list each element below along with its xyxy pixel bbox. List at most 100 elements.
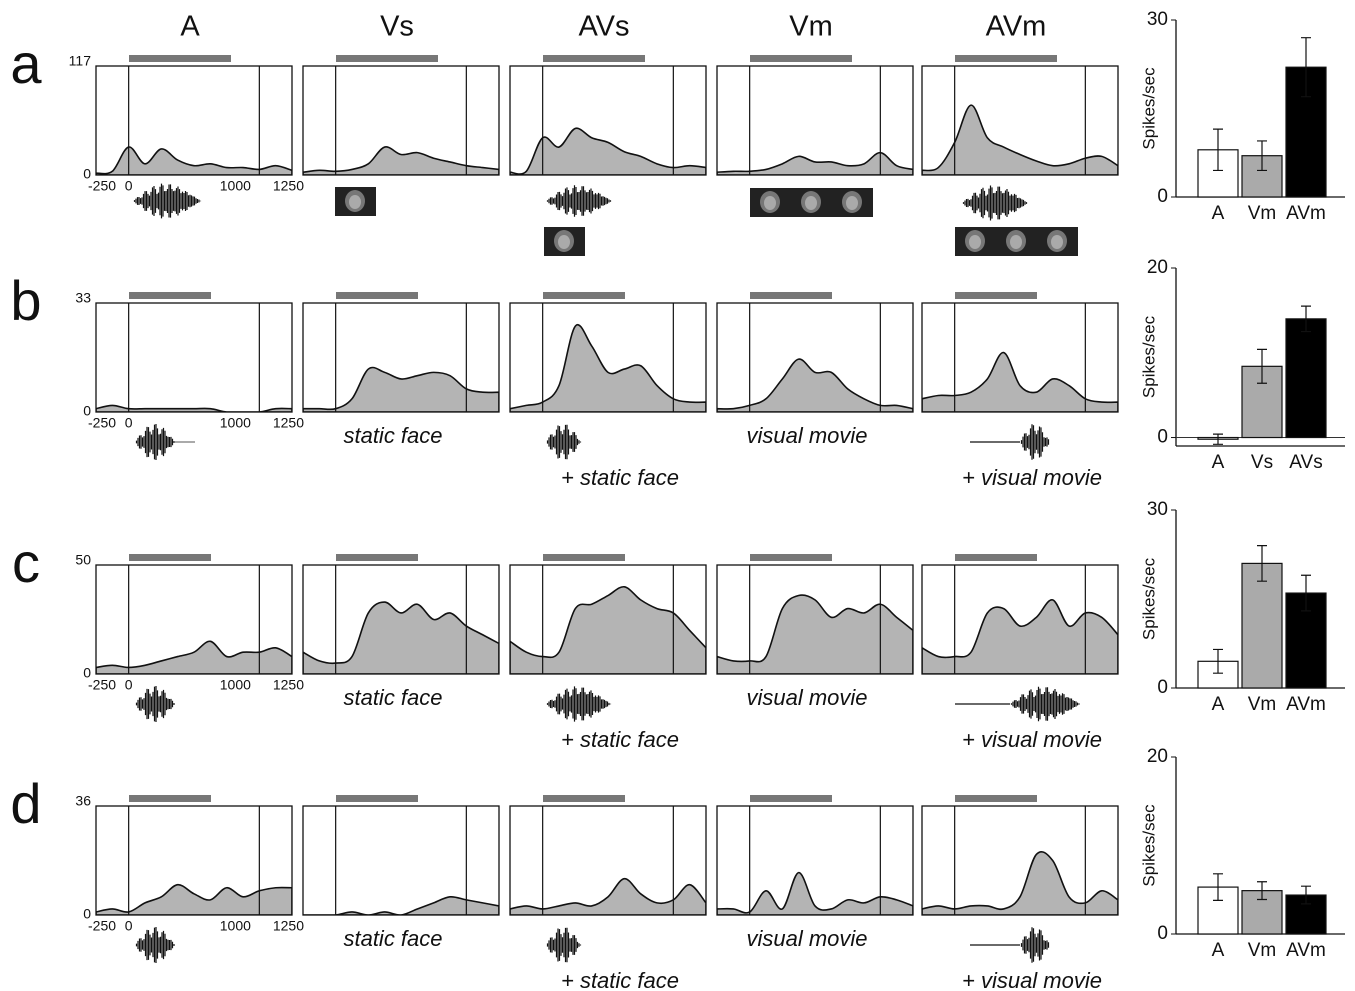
waveform [135, 685, 175, 723]
x-tick-label: 1250 [273, 178, 304, 194]
stimulus-bar [129, 292, 211, 299]
psth-area [717, 151, 913, 175]
psth-area [96, 883, 292, 915]
x-tick-label: 1250 [273, 415, 304, 431]
y-tick-label: 30 [1147, 499, 1168, 520]
x-tick-label: 1250 [273, 918, 304, 934]
panel-frame [95, 564, 293, 675]
psth-area [510, 585, 706, 674]
caption: + visual movie [962, 465, 1102, 490]
monkey-face [349, 195, 361, 209]
x-tick-label: -250 [88, 415, 116, 431]
error-bar [1257, 140, 1267, 172]
panel-frame [95, 65, 293, 176]
psth-area [510, 127, 706, 175]
x-tick-label: AVm [1286, 940, 1326, 961]
x-tick-label: Vm [1248, 203, 1277, 224]
stimulus-bar [955, 55, 1057, 62]
x-tick-label: AVs [1289, 452, 1322, 473]
error-bar [1213, 648, 1223, 674]
caption: visual movie [746, 685, 867, 710]
caption: static face [343, 423, 442, 448]
caption: + static face [561, 968, 679, 991]
panel-frame [509, 564, 707, 675]
panel-frame [921, 564, 1119, 675]
psth-area [303, 895, 499, 915]
stimulus-bar [543, 795, 625, 802]
x-tick-label: A [1212, 940, 1225, 961]
waveform [962, 185, 1028, 221]
column-header: AVm [986, 11, 1047, 43]
x-tick-label: Vm [1248, 940, 1277, 961]
stimulus-bar [543, 55, 645, 62]
y-tick-label: 0 [83, 665, 91, 681]
monkey-face [558, 235, 570, 249]
y-tick-label: 0 [83, 166, 91, 182]
psth-area [717, 871, 913, 915]
error-bar [1257, 881, 1267, 901]
psth-area [922, 351, 1118, 412]
panel-frame [509, 65, 707, 176]
x-tick-label: A [1212, 694, 1225, 715]
x-tick-label: Vs [1251, 452, 1273, 473]
waveform [546, 185, 612, 217]
bar [1285, 318, 1327, 439]
y-tick-label: 30 [1147, 9, 1168, 30]
panel-frame [716, 805, 914, 916]
panel-frame [716, 564, 914, 675]
y-tick-label: 117 [69, 53, 92, 69]
y-tick-label: 0 [83, 403, 91, 419]
error-bar [1301, 305, 1311, 333]
row-label: b [10, 269, 41, 332]
error-bar [1301, 574, 1311, 612]
stimulus-bar [543, 292, 625, 299]
waveform [135, 423, 175, 461]
waveform [546, 927, 582, 963]
monkey-face [969, 235, 981, 249]
panel-frame [716, 65, 914, 176]
panel-frame [302, 65, 500, 176]
monkey-face [764, 196, 776, 210]
y-tick-label: 33 [75, 290, 91, 306]
psth-area [922, 104, 1118, 175]
error-bar [1301, 37, 1311, 98]
y-tick-label: 0 [1157, 186, 1168, 207]
row-label: a [10, 32, 42, 95]
stimulus-bar [955, 554, 1037, 561]
y-tick-label: 36 [75, 793, 91, 809]
column-header: Vm [789, 11, 833, 43]
stimulus-bar [750, 292, 832, 299]
panel-frame [921, 65, 1119, 176]
waveform [546, 424, 582, 460]
stimulus-bar [129, 55, 231, 62]
x-tick-label: Vm [1248, 694, 1277, 715]
error-bar [1213, 128, 1223, 172]
y-tick-label: 0 [1157, 677, 1168, 698]
stimulus-bar [955, 795, 1037, 802]
x-tick-label: AVm [1286, 203, 1326, 224]
stimulus-bar [543, 554, 625, 561]
panel-frame [509, 805, 707, 916]
error-bar [1213, 433, 1223, 445]
monkey-face [846, 196, 858, 210]
x-tick-label: 1000 [220, 178, 251, 194]
waveform [970, 424, 1050, 460]
y-tick-label: 0 [83, 906, 91, 922]
waveform [546, 686, 612, 722]
error-bar [1301, 885, 1311, 905]
psth-area [717, 358, 913, 412]
psth-area [922, 599, 1118, 674]
y-axis-label: Spikes/sec [1139, 804, 1158, 887]
stimulus-bar [750, 55, 852, 62]
panel-frame [95, 302, 293, 413]
caption: + static face [561, 727, 679, 752]
monkey-face [1010, 235, 1022, 249]
x-tick-label: AVm [1286, 694, 1326, 715]
panel-frame [302, 805, 500, 916]
x-tick-label: 0 [125, 178, 133, 194]
stimulus-bar [129, 795, 211, 802]
y-tick-label: 50 [75, 552, 91, 568]
x-tick-label: 1250 [273, 677, 304, 693]
caption: static face [343, 685, 442, 710]
